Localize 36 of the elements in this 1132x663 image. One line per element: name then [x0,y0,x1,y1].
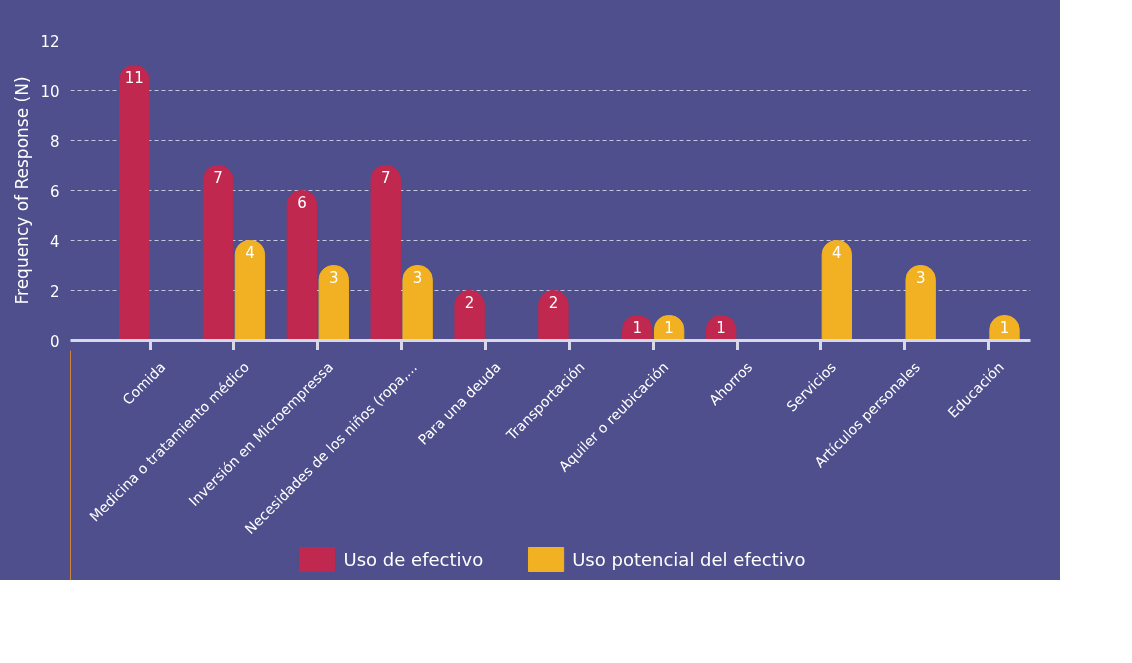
data-label: 2 [464,293,475,312]
y-axis-title: Frequency of Response (N) [12,76,33,305]
y-tick-label: 10 [40,82,60,101]
legend-label: Uso de efectivo [343,548,484,570]
data-label: 4 [245,243,255,262]
bar [202,165,234,341]
y-tick-label: 6 [49,182,60,201]
bar [402,265,433,341]
bar [454,290,485,341]
legend-label: Uso potencial del efectivo [572,548,806,570]
data-label: 1 [999,318,1010,337]
bar [119,65,150,341]
data-label: 7 [213,168,223,187]
data-label: 2 [548,293,559,312]
y-tick-label: 4 [49,232,60,251]
data-label: 7 [380,168,391,187]
bar [286,190,318,341]
bar [234,240,266,341]
bar [538,290,569,341]
y-tick-label: 0 [49,332,60,351]
data-label: 1 [632,318,643,337]
y-tick-label: 2 [49,282,60,301]
bar [905,265,936,341]
data-label: 6 [297,193,307,212]
bar [318,265,349,341]
bar [821,240,852,341]
data-label: 3 [328,268,339,287]
data-label: 11 [124,68,144,87]
data-label: 1 [716,318,726,337]
data-label: 3 [915,268,926,287]
y-tick-label: 8 [49,132,60,151]
data-label: 4 [832,243,842,262]
y-tick-label: 12 [40,32,60,51]
data-label: 3 [412,268,423,287]
data-label: 1 [664,318,674,337]
bar [370,165,401,341]
